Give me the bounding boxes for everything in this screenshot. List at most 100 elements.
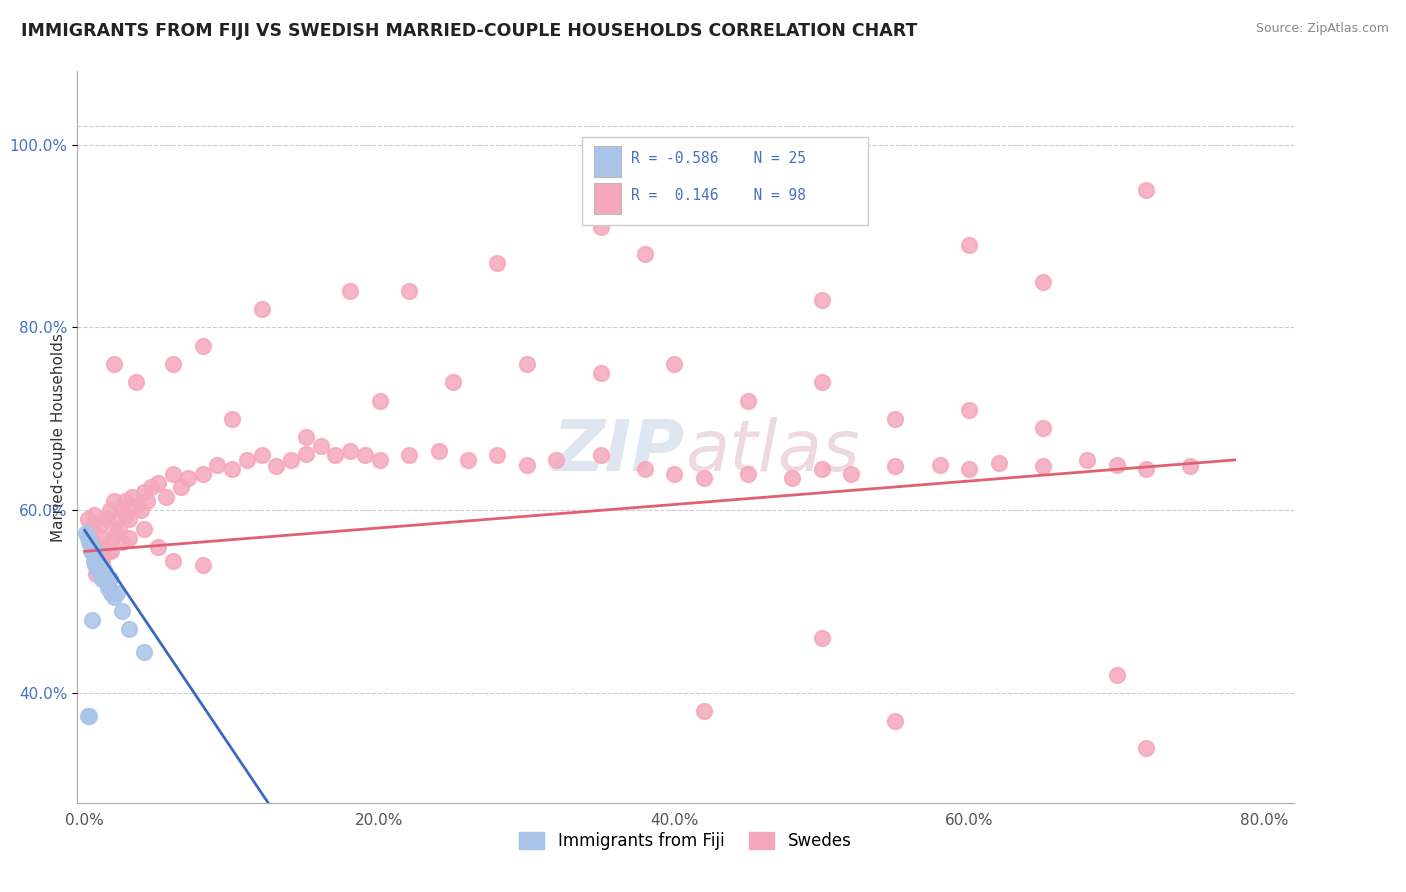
Point: [250, 448, 273, 462]
Point: [266, 459, 288, 474]
Point: [84, 558, 107, 573]
Text: ZIP: ZIP: [553, 417, 686, 486]
Point: [368, 453, 391, 467]
Point: [191, 467, 214, 481]
Point: [87, 563, 110, 577]
Point: [103, 590, 125, 604]
Point: [486, 256, 509, 270]
Point: [105, 512, 128, 526]
Point: [86, 544, 108, 558]
Point: [98, 572, 121, 586]
Point: [162, 467, 184, 481]
Point: [589, 219, 612, 234]
Point: [77, 535, 100, 549]
Text: R =  0.146    N = 98: R = 0.146 N = 98: [631, 188, 806, 203]
Point: [427, 443, 450, 458]
Point: [191, 338, 214, 352]
Point: [100, 585, 122, 599]
Point: [693, 705, 716, 719]
Point: [94, 540, 117, 554]
Point: [96, 512, 118, 526]
Point: [97, 544, 120, 558]
Point: [91, 531, 114, 545]
Point: [339, 443, 361, 458]
Point: [89, 558, 111, 573]
Point: [80, 613, 103, 627]
Point: [486, 448, 509, 462]
Point: [1135, 740, 1157, 755]
Point: [810, 376, 832, 390]
Point: [169, 480, 191, 494]
Point: [884, 459, 907, 474]
Point: [664, 467, 686, 481]
Point: [80, 540, 103, 554]
Point: [100, 535, 122, 549]
Point: [323, 448, 346, 462]
Point: [155, 490, 177, 504]
Point: [115, 508, 138, 522]
Point: [457, 453, 479, 467]
Point: [148, 540, 170, 554]
Point: [839, 467, 862, 481]
Point: [546, 453, 568, 467]
Point: [114, 494, 136, 508]
Point: [398, 448, 420, 462]
Point: [100, 544, 122, 558]
Text: IMMIGRANTS FROM FIJI VS SWEDISH MARRIED-COUPLE HOUSEHOLDS CORRELATION CHART: IMMIGRANTS FROM FIJI VS SWEDISH MARRIED-…: [21, 22, 918, 40]
FancyBboxPatch shape: [582, 137, 868, 225]
Point: [1105, 667, 1128, 681]
Point: [107, 521, 129, 535]
Point: [121, 490, 143, 504]
Point: [295, 430, 318, 444]
Point: [250, 301, 273, 317]
Point: [79, 544, 101, 558]
Bar: [595, 183, 621, 214]
Y-axis label: Married-couple Households: Married-couple Households: [51, 333, 66, 541]
Point: [96, 576, 118, 591]
Point: [1105, 458, 1128, 472]
Point: [90, 516, 112, 531]
Point: [634, 462, 657, 476]
Point: [810, 293, 832, 307]
Point: [104, 526, 127, 541]
Point: [77, 709, 100, 723]
Point: [93, 563, 115, 577]
Point: [75, 526, 97, 541]
Point: [693, 155, 716, 169]
Point: [221, 462, 243, 476]
Point: [1180, 459, 1202, 474]
Point: [97, 581, 120, 595]
Point: [737, 467, 759, 481]
Point: [103, 494, 125, 508]
Point: [1032, 421, 1054, 435]
Point: [162, 553, 184, 567]
Point: [957, 402, 980, 417]
Point: [90, 567, 112, 582]
Legend: Immigrants from Fiji, Swedes: Immigrants from Fiji, Swedes: [513, 825, 858, 856]
Point: [309, 439, 332, 453]
Point: [782, 471, 804, 485]
Point: [1135, 462, 1157, 476]
Point: [79, 531, 101, 545]
Point: [957, 462, 980, 476]
Point: [103, 357, 125, 371]
Point: [1032, 459, 1054, 474]
Text: R = -0.586    N = 25: R = -0.586 N = 25: [631, 151, 806, 166]
Point: [89, 544, 111, 558]
Point: [693, 471, 716, 485]
Text: atlas: atlas: [686, 417, 860, 486]
Point: [987, 456, 1010, 470]
Point: [110, 535, 132, 549]
Point: [295, 446, 318, 460]
Point: [1032, 275, 1054, 289]
Point: [98, 503, 121, 517]
Text: Source: ZipAtlas.com: Source: ZipAtlas.com: [1256, 22, 1389, 36]
Point: [1076, 453, 1098, 467]
Point: [76, 512, 98, 526]
Point: [148, 475, 170, 490]
Point: [928, 458, 950, 472]
Point: [118, 512, 141, 526]
Point: [589, 366, 612, 380]
Point: [207, 458, 229, 472]
Point: [118, 622, 141, 636]
